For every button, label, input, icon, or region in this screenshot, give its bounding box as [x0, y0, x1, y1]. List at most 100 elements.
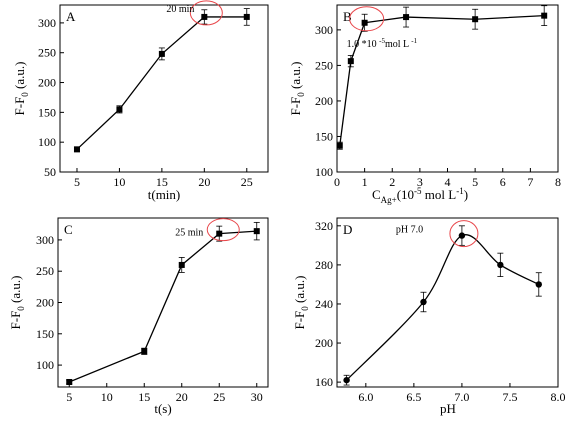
x-axis-title-c2: ) [464, 187, 468, 202]
y-tick-label: 250 [315, 58, 333, 72]
x-axis-title: pH [440, 401, 456, 416]
x-tick-label: 4 [445, 175, 451, 189]
x-axis-title-b: mol L [422, 187, 457, 202]
plot-frame [59, 4, 269, 173]
x-tick-label: 20 [176, 390, 188, 404]
x-tick-label: 7.0 [454, 390, 469, 404]
data-point [178, 261, 185, 268]
x-tick-label: 8.0 [551, 390, 566, 404]
y-tick-label: 50 [44, 165, 56, 179]
y-axis-title-sub: 0 [296, 92, 306, 97]
data-point [497, 261, 504, 269]
x-axis-title-c: C [372, 187, 381, 202]
x-axis-title-sup2: -1 [456, 186, 464, 196]
series-line [69, 230, 257, 383]
panel-letter: C [64, 222, 73, 237]
x-axis-title-sub: Ag+ [381, 195, 397, 205]
data-point [361, 19, 368, 26]
data-point [216, 230, 223, 237]
x-axis-title: t(min) [148, 187, 181, 202]
y-axis-title-main: F-F [288, 97, 303, 116]
x-tick-label: 30 [251, 390, 263, 404]
plot-frame [336, 217, 559, 388]
data-point [243, 13, 250, 20]
y-tick-label: 150 [36, 327, 54, 341]
x-tick-label: 3 [417, 175, 423, 189]
panel-c: 5 10 15 20 25 30 100 150 200 250 300 Ct(s) F-F0 (a.u… [8, 217, 269, 416]
x-axis-title-sup1: -5 [414, 186, 422, 196]
y-tick-label: 200 [36, 296, 54, 310]
x-axis-title: t(s) [154, 401, 171, 416]
y-tick-label: 100 [315, 165, 333, 179]
annotation-a: 1.0 *10 [347, 39, 380, 50]
x-tick-label: 0 [334, 175, 340, 189]
y-tick-label: 320 [315, 219, 333, 233]
y-axis-title-rest: (a.u.) [12, 62, 27, 93]
y-tick-label: 150 [38, 105, 56, 119]
y-axis-title: F-F0 (a.u.) [8, 276, 26, 330]
y-axis-title-rest: (a.u.) [292, 276, 307, 307]
y-axis-title-main: F-F [292, 311, 307, 330]
y-tick-label: 250 [38, 46, 56, 60]
series-line [76, 16, 247, 150]
x-tick-label: 6 [500, 175, 506, 189]
y-tick-label: 200 [315, 94, 333, 108]
data-point [116, 106, 123, 113]
x-tick-label: 8 [555, 175, 561, 189]
highlight-ellipse [349, 6, 385, 32]
y-axis-title-rest: (a.u.) [8, 276, 23, 307]
data-point [541, 12, 548, 19]
data-point [403, 14, 410, 21]
highlight-ellipse [206, 218, 240, 242]
x-tick-label: 15 [138, 390, 150, 404]
x-tick-label: 6.0 [358, 390, 373, 404]
data-point [347, 58, 354, 65]
y-tick-label: 300 [38, 16, 56, 30]
y-tick-label: 250 [36, 264, 54, 278]
y-tick-label: 160 [315, 375, 333, 389]
data-point [66, 378, 73, 385]
data-point [253, 228, 260, 235]
annotation-b: mol L [385, 39, 411, 50]
panel-letter: A [66, 9, 76, 24]
y-tick-label: 100 [38, 135, 56, 149]
x-tick-label: 25 [213, 390, 225, 404]
x-tick-label: 5 [472, 175, 478, 189]
annotation-sup2: -1 [411, 37, 417, 45]
x-tick-label: 5 [66, 390, 72, 404]
data-point [158, 50, 165, 57]
series-line [339, 15, 545, 146]
x-tick-label: 7.5 [502, 390, 517, 404]
x-tick-label: 15 [156, 175, 168, 189]
y-axis-title: F-F0 (a.u.) [12, 62, 30, 116]
annotation: 25 min [175, 228, 203, 239]
y-tick-label: 100 [36, 358, 54, 372]
annotation: 20 min [166, 4, 194, 15]
highlight-ellipse [189, 0, 223, 26]
y-tick-label: 240 [315, 297, 333, 311]
plot-frame [57, 217, 269, 388]
x-axis-title-a: (10 [397, 187, 414, 202]
panel-letter: B [343, 9, 352, 24]
x-tick-label: 10 [113, 175, 125, 189]
x-tick-label: 7 [527, 175, 533, 189]
y-tick-label: 200 [315, 336, 333, 350]
y-tick-label: 300 [36, 233, 54, 247]
y-axis-title-main: F-F [12, 97, 27, 116]
panel-a: 5 10 15 20 25 50 100 150 200 250 300 At(min) F-F0 (a… [12, 0, 269, 202]
data-point [336, 142, 343, 149]
x-axis-title: CAg+(10-5 mol L-1) [372, 186, 468, 205]
panel-d: 6.0 6.5 7.0 7.5 8.0 160 200 240 280 320 DpH F-F0 (a… [292, 217, 566, 416]
data-point [343, 376, 350, 384]
y-axis-title-sub: 0 [20, 92, 30, 97]
y-axis-title-sub: 0 [16, 306, 26, 311]
annotation: pH 7.0 [396, 225, 423, 236]
x-tick-label: 6.5 [406, 390, 421, 404]
data-point [420, 298, 427, 306]
y-tick-label: 280 [315, 258, 333, 272]
x-tick-label: 10 [101, 390, 113, 404]
data-point [201, 13, 208, 20]
highlight-ellipse [449, 220, 479, 248]
y-axis-title-sub: 0 [300, 306, 310, 311]
